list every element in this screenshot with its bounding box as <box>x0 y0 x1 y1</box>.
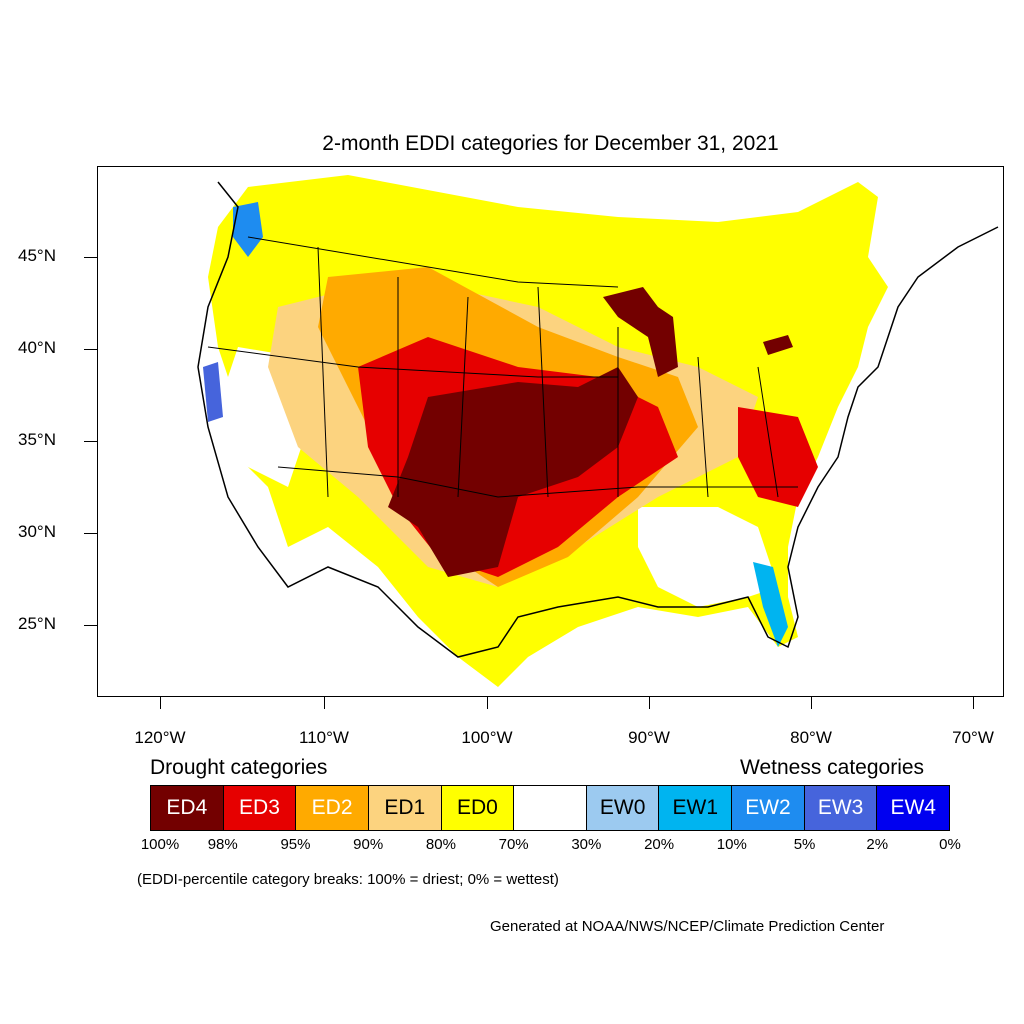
percentile-break-label: 20% <box>644 836 675 853</box>
legend-cell-ed0: ED0 <box>441 786 515 830</box>
lon-tick-90 <box>649 697 650 709</box>
percentile-break-label: 30% <box>571 836 602 853</box>
ed3-east <box>738 407 818 507</box>
percentile-break-label: 0% <box>939 836 961 853</box>
percentile-break-label: 95% <box>280 836 311 853</box>
coastline <box>197 181 999 658</box>
legend-cell-neutral <box>514 786 587 830</box>
legend-cell-ed4: ED4 <box>151 786 224 830</box>
lon-label-120: 120°W <box>134 728 186 747</box>
state-boundaries <box>207 236 798 498</box>
lon-tick-80 <box>811 697 812 709</box>
lat-label-30: 30°N <box>18 522 56 541</box>
lon-tick-110 <box>324 697 325 709</box>
percentile-break-label: 70% <box>498 836 529 853</box>
category-breaks-note: (EDDI-percentile category breaks: 100% =… <box>137 871 559 888</box>
legend-cell-ew1: EW1 <box>659 786 733 830</box>
legend-cell-ew3: EW3 <box>804 786 878 830</box>
legend-cell-ed1: ED1 <box>368 786 442 830</box>
near-normal-southeast <box>638 507 778 607</box>
lon-label-110: 110°W <box>299 728 349 747</box>
legend-cell-ed3: ED3 <box>223 786 297 830</box>
lat-label-40: 40°N <box>18 338 56 357</box>
lon-tick-120 <box>160 697 161 709</box>
lon-label-100: 100°W <box>461 728 513 747</box>
lon-label-70: 70°W <box>952 728 994 747</box>
drought-categories-heading: Drought categories <box>150 756 328 779</box>
ew-pacific-northwest <box>233 202 263 257</box>
lat-tick-25 <box>84 625 97 626</box>
lat-label-45: 45°N <box>18 246 56 265</box>
percentile-break-label: 98% <box>207 836 238 853</box>
map-frame <box>97 166 1004 697</box>
lon-label-80: 80°W <box>790 728 832 747</box>
lat-tick-40 <box>84 349 97 350</box>
lat-tick-30 <box>84 533 97 534</box>
ed4-great-lakes <box>603 287 678 377</box>
lat-label-35: 35°N <box>18 430 56 449</box>
lat-tick-35 <box>84 441 97 442</box>
category-legend: ED4 ED3 ED2 ED1 ED0 EW0 EW1 EW2 EW3 EW4 <box>150 785 950 831</box>
lon-tick-100 <box>487 697 488 709</box>
legend-cell-ew4: EW4 <box>877 786 950 830</box>
lon-label-90: 90°W <box>628 728 670 747</box>
lat-tick-45 <box>84 257 97 258</box>
eddi-map <box>197 175 999 687</box>
wetness-categories-heading: Wetness categories <box>740 756 925 779</box>
lon-tick-70 <box>973 697 974 709</box>
ew-california <box>203 362 223 422</box>
ed4-lake-ontario <box>763 335 793 355</box>
percentile-break-label: 100% <box>140 836 180 853</box>
credit-line: Generated at NOAA/NWS/NCEP/Climate Predi… <box>490 918 885 935</box>
ed4-region <box>388 367 638 577</box>
legend-cell-ed2: ED2 <box>296 786 369 830</box>
percentile-break-label: 90% <box>353 836 384 853</box>
legend-cell-ew2: EW2 <box>732 786 805 830</box>
lat-label-25: 25°N <box>18 614 56 633</box>
legend-cell-ew0: EW0 <box>586 786 660 830</box>
percentile-break-label: 5% <box>793 836 816 853</box>
percentile-break-label: 10% <box>716 836 747 853</box>
map-title: 2-month EDDI categories for December 31,… <box>322 132 779 155</box>
percentile-break-label: 2% <box>866 836 889 853</box>
ew-florida <box>753 562 788 647</box>
percentile-break-label: 80% <box>425 836 456 853</box>
